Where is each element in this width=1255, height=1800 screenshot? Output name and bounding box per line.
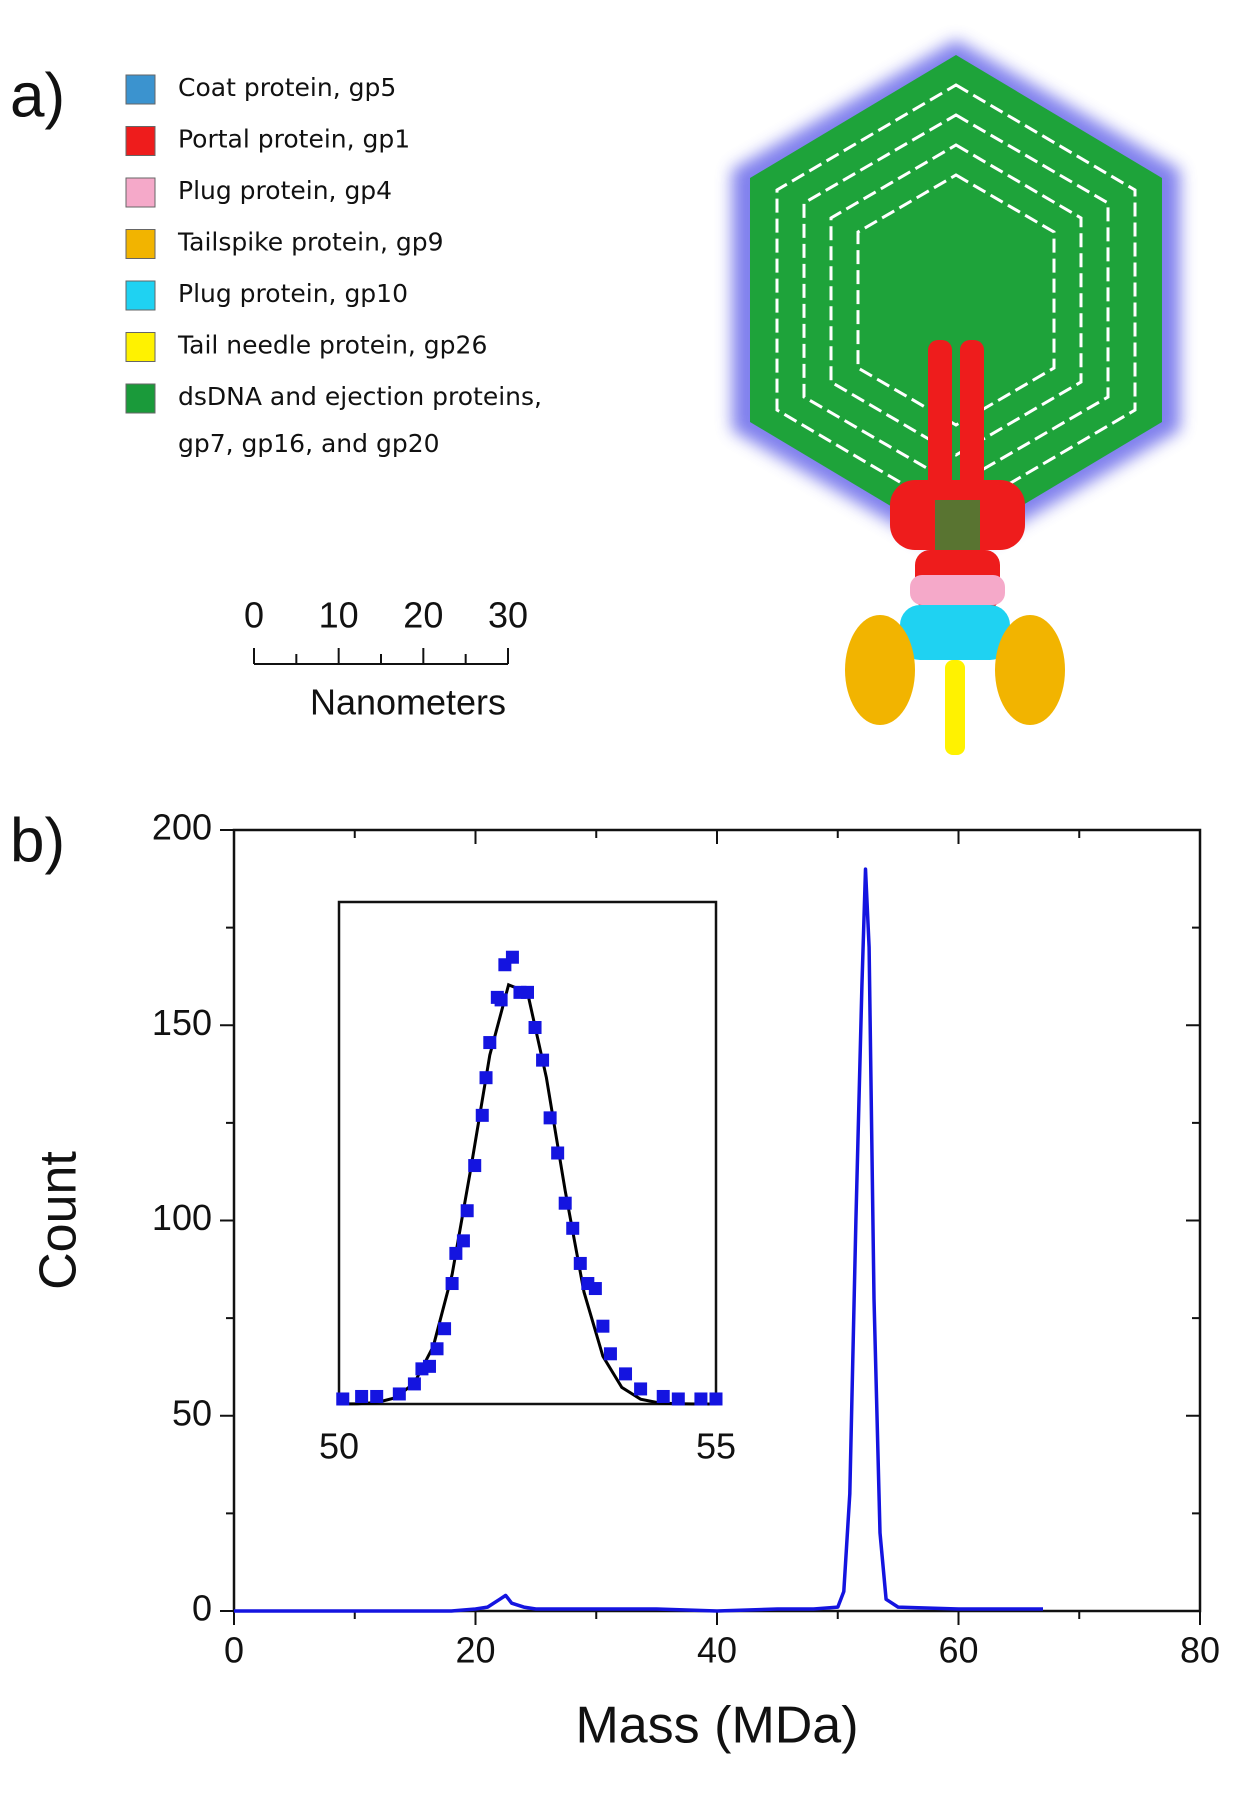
legend-label: dsDNA and ejection proteins, [178,382,542,411]
data-point [445,1277,459,1291]
x-tick-label: 40 [697,1630,737,1671]
y-tick-label: 100 [152,1197,212,1238]
panel-label: a) [10,61,65,130]
data-point [430,1342,444,1356]
scale-tick-label: 30 [488,595,528,636]
panel-label: b) [10,806,65,875]
y-tick-label: 150 [152,1002,212,1043]
scale-tick-label: 0 [244,595,264,636]
data-point [479,1071,493,1085]
data-point [671,1392,685,1406]
fit-line [338,982,716,1406]
data-point [619,1367,633,1381]
y-tick-label: 200 [152,807,212,848]
legend-swatch [125,229,156,259]
virus-structure [732,40,1180,755]
y-axis-label: Count [30,1151,88,1290]
data-point [694,1392,708,1406]
data-point [656,1389,670,1403]
data-point [573,1256,587,1270]
data-point [460,1204,474,1218]
data-point [551,1146,565,1160]
plots: 0 20 40 60 80 0 50 100 150 200 Mass (MDa) Count 50 55 [30,807,1220,1755]
y-tick-label: 0 [192,1588,212,1629]
legend-label: Portal protein, gp1 [178,125,410,154]
legend-label: Plug protein, gp4 [178,176,392,205]
data-point [588,1282,602,1296]
legend-swatch [125,74,156,105]
data-point [603,1347,617,1361]
x-axis-label: Mass (MDa) [575,1697,858,1755]
data-point [566,1221,580,1235]
legend-swatch [125,332,156,362]
data-point [355,1389,369,1403]
data-point [407,1377,421,1391]
data-point [596,1319,610,1333]
data-point [422,1359,436,1373]
x-tick-label: 80 [1180,1630,1220,1671]
data-point [521,985,534,999]
legend-label: Coat protein, gp5 [178,73,396,102]
data-point [475,1108,489,1122]
legend-swatch [125,177,156,208]
data-point [709,1392,723,1406]
x-tick-label: 50 [319,1426,359,1467]
legend-swatch [125,280,156,311]
scale-bar: 0 10 20 30 Nanometers [244,595,528,723]
data-point [468,1159,482,1173]
legend: Coat protein, gp5 Portal protein, gp1 Plug… [125,73,542,458]
scale-label: Nanometers [310,682,506,723]
data-point [483,1036,497,1050]
scale-tick-label: 10 [319,595,359,636]
legend-swatch [125,383,156,414]
y-tick-label: 50 [172,1392,212,1433]
data-point [336,1392,350,1406]
data-point [449,1246,463,1260]
data-point [536,1053,550,1067]
data-point [634,1382,648,1396]
data-point [505,950,519,964]
data-point [456,1234,470,1248]
data-point [370,1389,384,1403]
data-point [438,1322,452,1336]
data-point [543,1111,557,1125]
legend-label: gp7, gp16, and gp20 [178,429,440,458]
data-point [494,993,508,1007]
scale-tick-label: 20 [403,595,443,636]
x-tick-label: 0 [224,1630,244,1671]
legend-swatch [125,126,156,156]
legend-label: Tail needle protein, gp26 [177,331,487,360]
data-point [558,1196,572,1210]
data-point [392,1387,406,1401]
x-tick-label: 55 [696,1426,736,1467]
legend-label: Tailspike protein, gp9 [177,228,444,257]
data-line [234,867,1043,1613]
x-tick-label: 20 [455,1630,495,1671]
x-tick-label: 60 [938,1630,978,1671]
legend-label: Plug protein, gp10 [178,279,408,308]
data-point [528,1021,542,1034]
plot-frame [337,900,718,1406]
